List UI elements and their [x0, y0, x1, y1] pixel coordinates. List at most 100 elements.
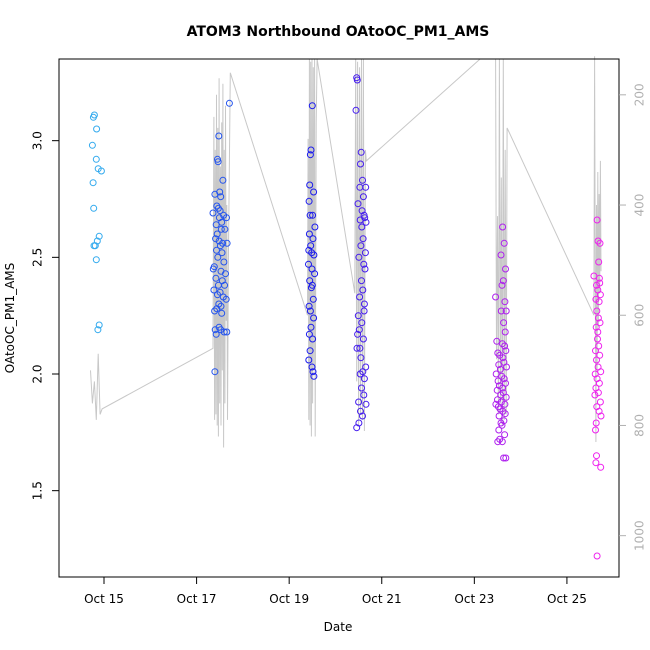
data-point: [597, 463, 605, 471]
data-point: [307, 284, 315, 292]
data-point: [594, 335, 601, 343]
data-point: [308, 102, 316, 110]
y-tick-label: 2.0: [31, 364, 45, 383]
data-point: [305, 197, 313, 205]
x-tick-label: Oct 25: [547, 592, 587, 606]
data-point: [499, 223, 507, 231]
data-point: [596, 291, 604, 299]
data-point: [595, 379, 603, 387]
data-point: [216, 207, 224, 215]
data-point: [219, 176, 227, 184]
data-point: [309, 368, 317, 376]
data-point: [592, 426, 599, 434]
data-point: [214, 158, 222, 166]
data-point: [495, 426, 503, 434]
data-point: [305, 230, 313, 238]
data-point: [495, 412, 503, 420]
x-tick-label: Oct 21: [362, 592, 402, 606]
data-point: [306, 211, 314, 219]
data-point: [94, 326, 102, 334]
data-point: [311, 223, 319, 231]
data-point: [501, 400, 509, 408]
data-point: [595, 298, 603, 306]
y-tick-label: 2.5: [31, 248, 45, 267]
data-point: [95, 232, 103, 240]
data-point: [310, 188, 318, 196]
data-point: [353, 424, 361, 432]
data-point: [594, 314, 602, 322]
data-point: [220, 328, 228, 336]
data-point: [592, 347, 599, 355]
altitude-trace-line: [90, 56, 602, 448]
data-point: [305, 356, 313, 364]
data-point: [352, 106, 360, 114]
data-point: [353, 76, 361, 84]
data-point: [497, 251, 505, 259]
data-point: [223, 214, 230, 222]
chart-title: ATOM3 Northbound OAtoOC_PM1_AMS: [187, 24, 490, 40]
data-point: [223, 328, 231, 336]
data-point: [595, 342, 603, 350]
data-point: [222, 295, 230, 303]
data-point: [362, 218, 370, 226]
data-point: [593, 307, 601, 315]
data-point: [306, 151, 314, 159]
data-point: [309, 335, 317, 343]
data-point: [217, 225, 225, 233]
data-point: [501, 342, 509, 350]
data-point: [305, 330, 313, 338]
data-point: [500, 319, 508, 327]
data-point: [359, 335, 367, 343]
data-point: [225, 99, 233, 107]
data-point: [595, 274, 603, 282]
data-point: [492, 293, 500, 301]
data-point: [90, 204, 98, 212]
x-axis: Oct 15 Oct 17 Oct 19 Oct 21 Oct 23 Oct 25: [84, 577, 587, 606]
data-point: [591, 391, 599, 399]
data-point: [310, 372, 318, 380]
data-point: [218, 249, 226, 257]
y2-tick-label: 1000: [633, 520, 647, 551]
data-point: [309, 211, 317, 219]
x-axis-label: Date: [324, 620, 353, 634]
data-point: [362, 183, 370, 191]
data-point: [217, 193, 225, 201]
data-point: [499, 354, 507, 362]
data-point: [356, 216, 364, 224]
data-point: [362, 400, 370, 408]
data-point: [593, 216, 601, 224]
data-point: [498, 281, 506, 289]
data-point: [502, 347, 510, 355]
data-point: [215, 300, 223, 308]
data-point: [306, 307, 314, 315]
data-point: [95, 321, 103, 329]
data-point: [497, 307, 505, 315]
data-point: [501, 328, 509, 336]
data-point: [309, 295, 317, 303]
data-point: [93, 125, 101, 133]
data-point: [90, 242, 98, 250]
y2-tick-label: 400: [633, 194, 647, 217]
data-point: [500, 454, 508, 462]
data-point: [88, 141, 96, 149]
data-point: [223, 239, 231, 247]
data-point: [308, 249, 316, 257]
data-point: [305, 302, 313, 310]
data-point: [503, 363, 510, 371]
y-tick-label: 1.5: [31, 481, 45, 500]
y-axis: 1.5 2.0 2.5 3.0: [31, 131, 59, 500]
data-point: [593, 356, 600, 364]
data-point: [359, 412, 366, 420]
data-point: [594, 328, 602, 336]
data-point: [358, 207, 366, 215]
data-point: [212, 235, 220, 243]
altitude-trace-layer: [90, 56, 602, 448]
data-point: [357, 242, 365, 250]
data-point: [501, 298, 509, 306]
data-point: [356, 293, 364, 301]
data-point: [308, 363, 316, 371]
data-point: [310, 251, 318, 259]
data-point: [361, 265, 369, 273]
y-tick-label: 3.0: [31, 131, 45, 150]
